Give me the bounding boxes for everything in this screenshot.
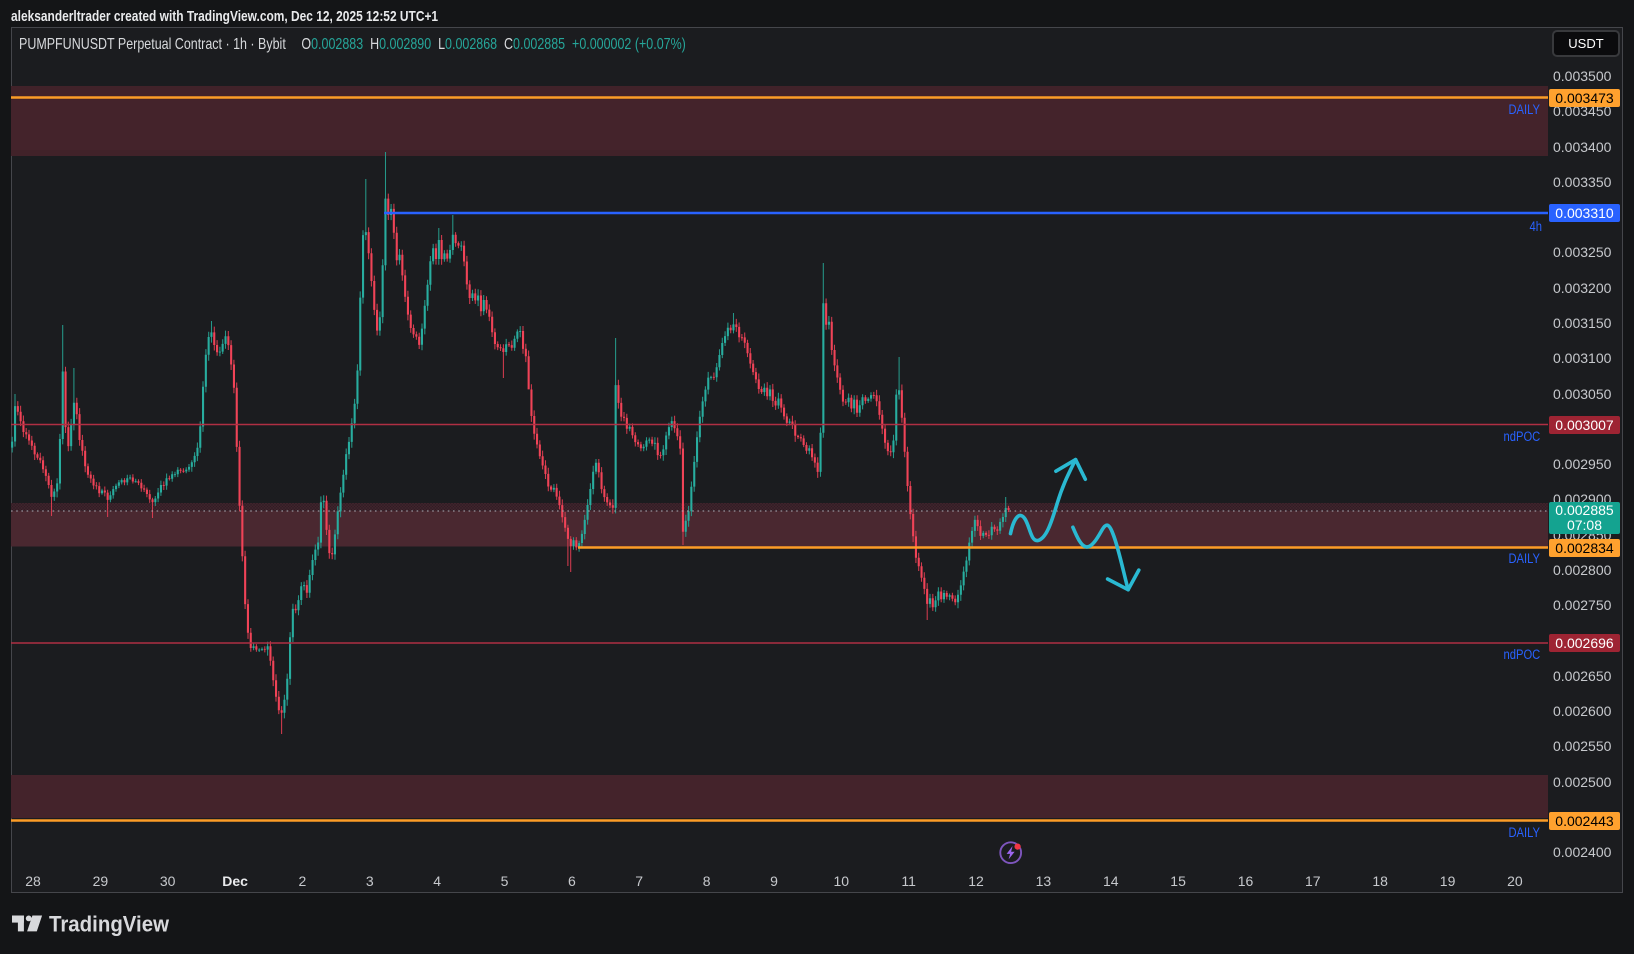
- svg-text:TradingView: TradingView: [49, 912, 170, 936]
